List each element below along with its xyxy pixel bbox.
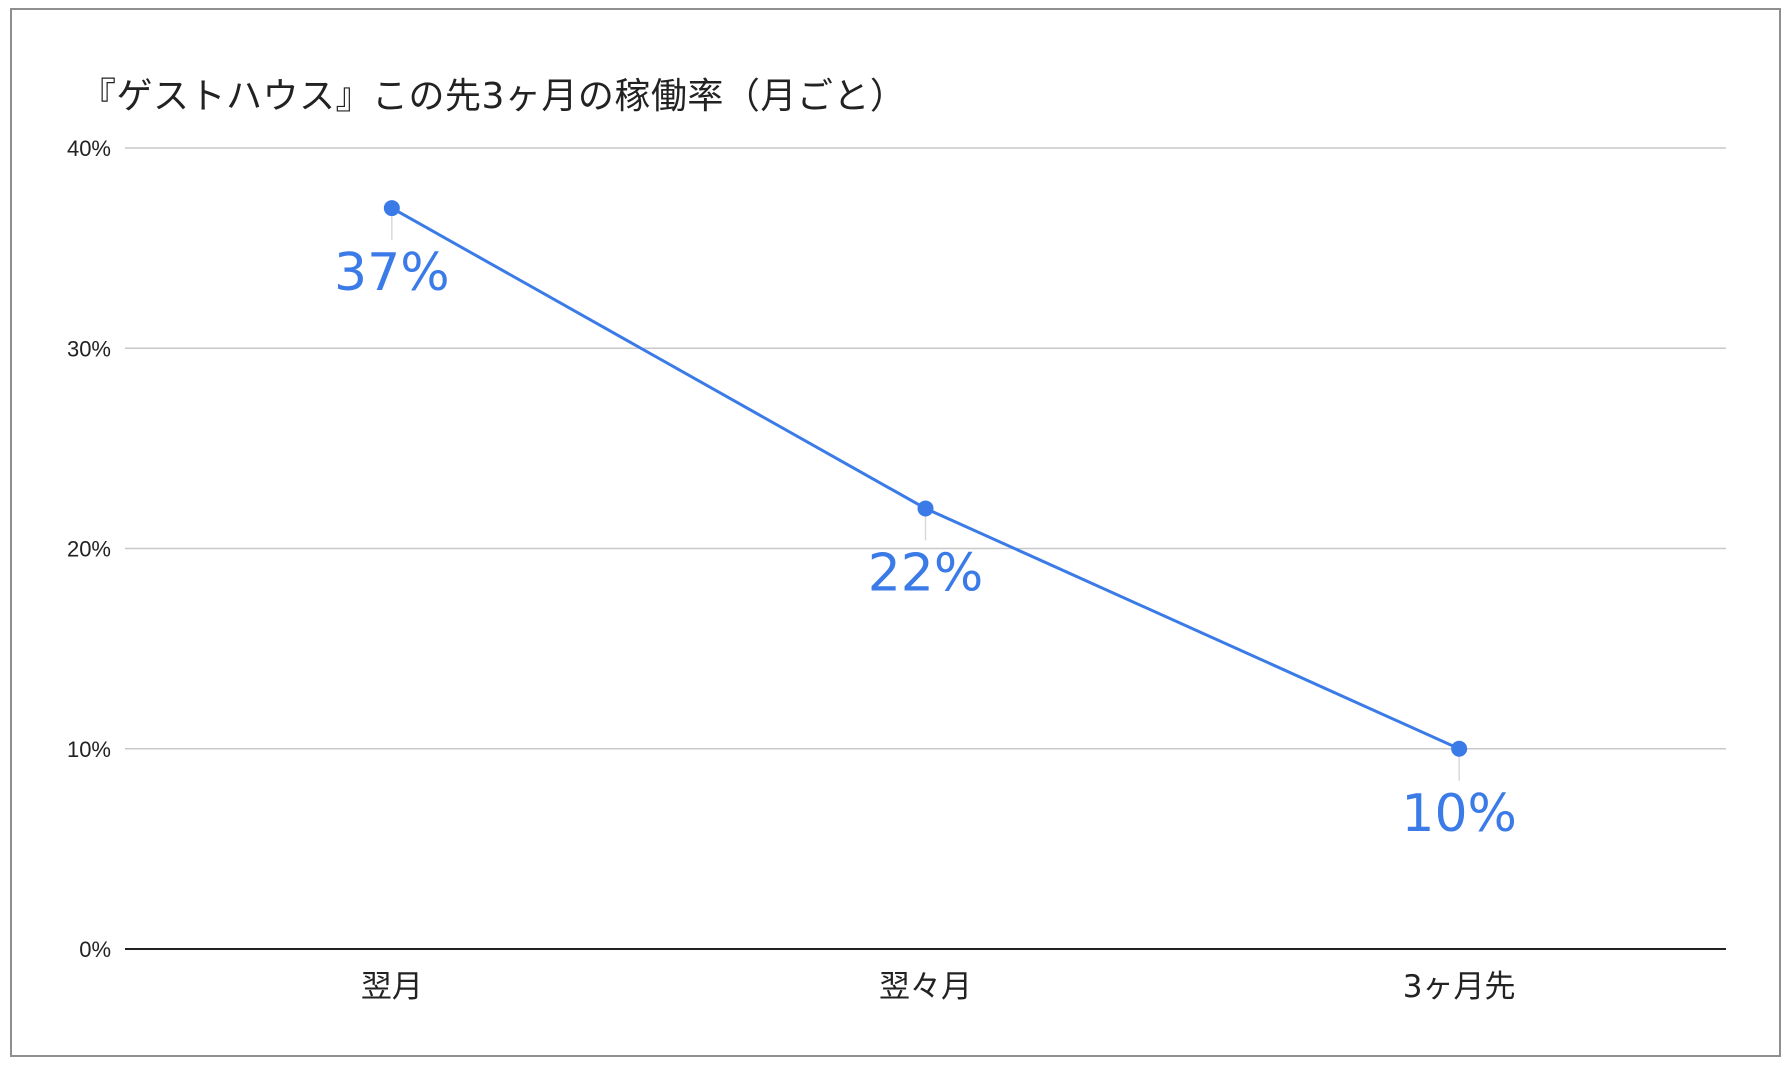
- data-label: 37%: [334, 243, 450, 303]
- series-layer: [383, 200, 1468, 757]
- data-point: [917, 500, 934, 517]
- chart-title: 『ゲストハウス』この先3ヶ月の稼働率（月ごと）: [80, 76, 907, 117]
- x-tick-label: 3ヶ月先: [1403, 969, 1516, 1005]
- data-label: 10%: [1401, 784, 1517, 844]
- x-axis: 翌月 翌々月 3ヶ月先: [125, 948, 1726, 1005]
- y-axis-ticks: 0% 10% 20% 30% 40%: [67, 136, 111, 962]
- y-tick-label: 30%: [67, 336, 111, 361]
- data-labels: 37% 22% 10%: [334, 243, 1517, 844]
- data-point: [383, 200, 400, 217]
- y-tick-label: 20%: [67, 537, 111, 562]
- data-point: [1451, 740, 1468, 757]
- x-tick-label: 翌々月: [879, 969, 972, 1005]
- series-line: [391, 206, 1460, 751]
- x-tick-label: 翌月: [361, 969, 423, 1005]
- y-tick-label: 10%: [67, 737, 111, 762]
- data-label-leaders: [391, 216, 1460, 781]
- data-label: 22%: [868, 543, 984, 603]
- y-tick-label: 0%: [79, 937, 111, 962]
- gridlines: [125, 147, 1726, 750]
- y-tick-label: 40%: [67, 136, 111, 161]
- chart-frame: 『ゲストハウス』この先3ヶ月の稼働率（月ごと）: [10, 8, 1781, 1057]
